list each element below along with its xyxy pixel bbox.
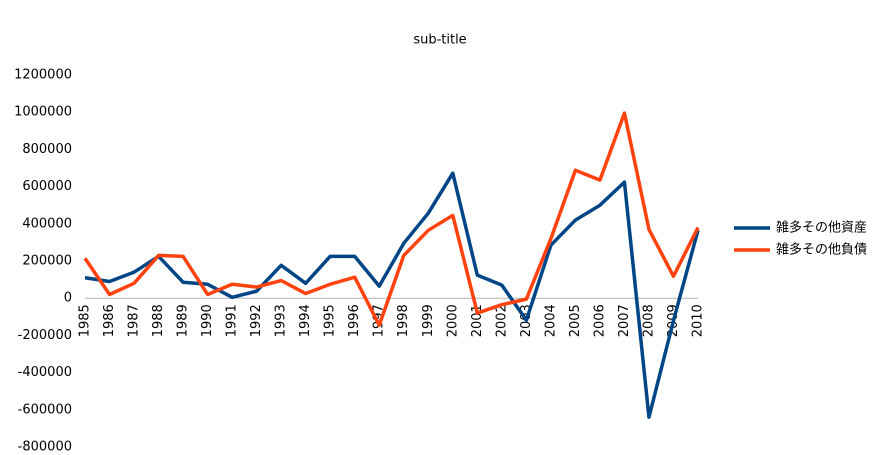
x-tick-label: 1985 [78,304,93,337]
y-tick-label: -800000 [18,440,72,455]
y-tick-label: 800000 [22,142,72,157]
y-tick-label: 1200000 [14,68,72,83]
x-tick-label: 1988 [151,304,166,337]
y-tick-label: 1000000 [14,105,72,120]
x-tick-label: 1994 [298,304,313,337]
series-line [84,171,700,419]
x-tick-label: 1993 [274,304,289,337]
x-tick-label: 1990 [200,304,215,337]
y-tick-label: 200000 [22,254,72,269]
x-tick-label: 2007 [617,304,632,337]
x-tick-label: 2000 [445,304,460,337]
y-tick-label: -600000 [18,402,72,417]
x-tick-label: 2010 [691,304,706,337]
legend-label: 雑多その他資産 [776,220,867,236]
x-tick-label: 1999 [421,304,436,337]
x-tick-label: 2008 [641,304,656,337]
x-tick-label: 1989 [176,304,191,337]
x-tick-label: 1986 [102,304,117,337]
x-tick-label: 1987 [127,304,142,337]
x-tick-label: 1996 [347,304,362,337]
y-tick-label: 0 [64,291,72,306]
x-tick-label: 2004 [543,304,558,337]
x-tick-label: 2006 [592,304,607,337]
y-tick-label: 600000 [22,179,72,194]
x-tick-label: 2005 [568,304,583,337]
x-tick-label: 1998 [396,304,411,337]
series-line [83,111,700,327]
y-tick-label: 400000 [22,216,72,231]
y-tick-label: -200000 [18,328,72,343]
x-tick-label: 1995 [323,304,338,337]
x-tick-label: 2002 [494,304,509,337]
legend-label: 雑多その他負債 [776,242,867,258]
x-tick-label: 1991 [225,304,240,337]
x-tick-label: 1992 [249,304,264,337]
chart-title: sub-title [413,33,466,48]
y-tick-label: -400000 [18,365,72,380]
